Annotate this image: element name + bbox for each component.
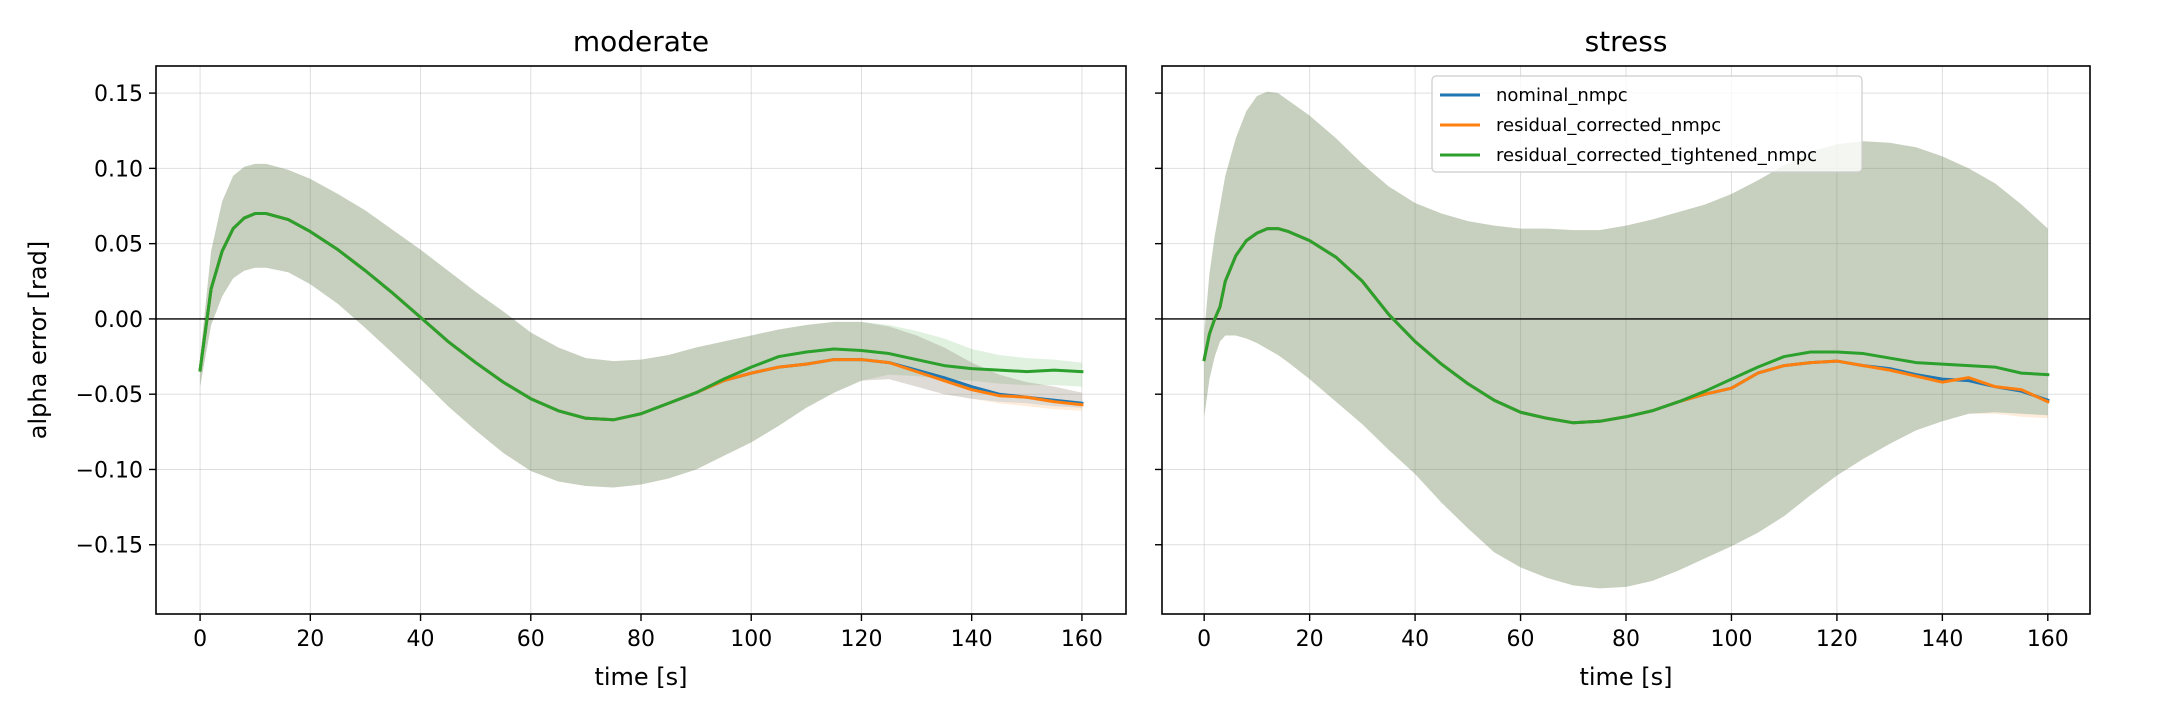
x-tick-label: 100 [730,627,772,652]
y-axis-label: alpha error [rad] [24,241,52,439]
x-tick-label: 160 [1061,627,1103,652]
x-axis-label: time [s] [594,663,687,691]
x-tick-label: 60 [1507,627,1535,652]
y-tick-label: −0.10 [76,458,143,483]
x-tick-label: 80 [627,627,655,652]
panel-title: stress [1585,25,1668,58]
plot-area [156,163,1126,488]
band-residual-corrected-tightened-nmpc [200,163,1082,488]
x-tick-label: 40 [407,627,435,652]
panel-title: moderate [573,25,709,58]
panel-moderate: 0 20 40 60 80 100 120 140 160 0.15 0.10 0.05 0.00 −0.… [24,25,1127,691]
x-tick-label: 20 [296,627,324,652]
legend-label-residual-corrected-tightened-nmpc: residual_corrected_tightened_nmpc [1496,145,1817,166]
legend: nominal_nmpc residual_corrected_nmpcresid… [1431,75,1863,173]
band-nominal-nmpc [1204,91,2048,589]
panel-stress: 0 20 40 60 80 100 120 140 160 stress time [s] nomin… [1155,25,2091,691]
y-tick-label: 0.10 [94,157,143,182]
x-tick-label: 120 [1816,627,1858,652]
y-tick-label: −0.15 [76,534,143,559]
x-tick-label: 40 [1401,627,1429,652]
band-residual-corrected-nmpc [1204,91,2048,589]
plot-area [1162,91,2090,589]
x-tick-label: 140 [1921,627,1963,652]
x-tick-label: 80 [1612,627,1640,652]
x-tick-label: 0 [1197,627,1211,652]
y-tick-label: −0.05 [76,383,143,408]
band-residual-corrected-nmpc [200,163,1082,488]
band-nominal-nmpc [200,163,1082,488]
legend-label-nominal-nmpc: nominal_nmpc [1496,85,1628,106]
x-tick-label: 60 [517,627,545,652]
x-tick-label: 20 [1296,627,1324,652]
series-line-residual-corrected-tightened-nmpc [198,212,1084,422]
series-line-residual-corrected-tightened-nmpc [1202,227,2050,425]
legend-box [1431,75,1863,173]
x-tick-label: 120 [840,627,882,652]
y-tick-label: 0.15 [94,82,143,107]
band-residual-corrected-tightened-nmpc [1204,91,2048,589]
y-tick-label: 0.00 [94,308,143,333]
x-tick-label: 140 [951,627,993,652]
x-tick-label: 0 [193,627,207,652]
x-tick-label: 160 [2027,627,2069,652]
legend-label-residual-corrected-nmpc: residual_corrected_nmpc [1496,115,1721,136]
x-tick-label: 100 [1710,627,1752,652]
x-axis-label: time [s] [1579,663,1672,691]
y-tick-label: 0.05 [94,233,143,258]
